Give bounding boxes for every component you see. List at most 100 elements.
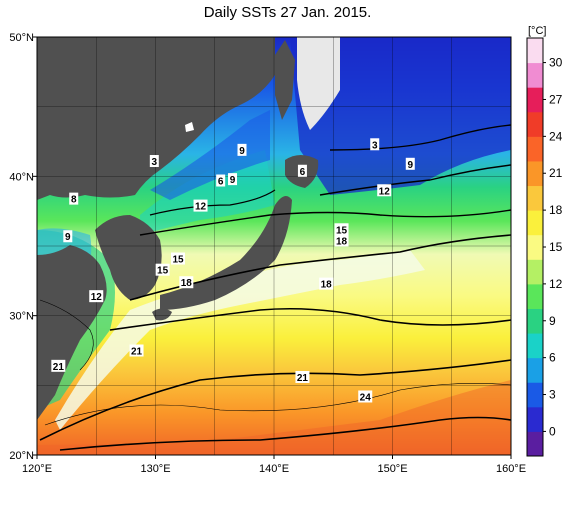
contour-label: 12 (193, 199, 208, 213)
colorbar-tick-label: 18 (549, 203, 563, 217)
contour-label: 21 (51, 359, 66, 373)
contour-label-bg (370, 138, 380, 151)
contour-label-text: 6 (300, 167, 306, 178)
colorbar-segment (527, 382, 543, 408)
contour-label: 15 (171, 252, 186, 266)
japan-sea-north (150, 110, 270, 200)
colorbar-tick-label: 15 (549, 240, 563, 254)
contour-label-bg (334, 223, 349, 236)
contour-label: 18 (319, 277, 334, 291)
contour-label-bg (216, 174, 226, 187)
contour-label-text: 18 (336, 236, 348, 247)
contour-3 (329, 124, 511, 151)
contour-label-text: 3 (372, 140, 378, 151)
contour-label-bg (69, 192, 79, 205)
contour-label-bg (155, 263, 170, 276)
contour-label-text: 15 (172, 255, 184, 266)
contour-label-bg (405, 157, 415, 170)
contour-label: 21 (295, 370, 310, 384)
contour-18 (109, 307, 511, 331)
colorbar-unit: [°C] (528, 25, 546, 37)
colorbar-segment (527, 234, 543, 260)
colorbar-segment (527, 308, 543, 334)
contour-label-text: 15 (336, 225, 348, 236)
china-coast (37, 245, 107, 420)
axis-labels: 120°E 130°E 140°E 150°E 160°E 50°N 40°N 30°N 20°… (9, 32, 526, 475)
sakhalin (275, 40, 295, 120)
contour-label-bg (228, 173, 238, 186)
contour-label: 3 (149, 155, 159, 168)
contour-label-bg (51, 359, 66, 372)
contour-thin-1 (44, 383, 511, 426)
contour-label-text: 15 (157, 266, 169, 277)
colorbar-tick-label: 21 (549, 166, 563, 180)
contour-label-bg (193, 199, 208, 212)
contour-label: 15 (334, 223, 349, 236)
colorbar-segment (527, 431, 543, 457)
contour-label: 9 (228, 173, 238, 186)
contour-label: 18 (334, 234, 349, 247)
contour-label-text: 24 (360, 392, 372, 403)
colorbar-segment (527, 259, 543, 285)
colorbar-segment (527, 87, 543, 113)
colorbar-segment (527, 160, 543, 187)
contour-label-text: 9 (407, 160, 413, 171)
contour-label-bg (149, 155, 159, 168)
contour-label: 18 (179, 276, 194, 289)
honshu (160, 196, 292, 310)
lon-tick-label: 140°E (259, 463, 289, 475)
colorbar-segment (527, 333, 543, 359)
contour-24 (59, 416, 511, 451)
contour-label: 21 (129, 344, 144, 358)
contour-15 (129, 234, 511, 301)
colorbar-segment (527, 62, 543, 88)
contour-6 (319, 164, 511, 196)
colorbar-tick-label: 12 (549, 277, 563, 291)
colorbar-tick-label: 9 (549, 314, 556, 328)
contour-label-text: 12 (91, 292, 103, 303)
contour-label-text: 18 (181, 278, 193, 289)
contour-label-text: 21 (131, 347, 143, 358)
lon-tick-label: 160°E (496, 463, 526, 475)
contour-label-text: 6 (218, 177, 224, 188)
contour-label-bg (237, 143, 247, 156)
colorbar-segment (527, 38, 543, 64)
colorbar-tick-label: 6 (549, 351, 556, 365)
contour-label-text: 18 (321, 280, 333, 291)
colorbar-segment (527, 357, 543, 383)
contour-label: 6 (216, 174, 226, 188)
contour-label-text: 9 (239, 146, 245, 157)
contour-9 (149, 189, 276, 216)
colorbar-segment (527, 283, 543, 309)
contour-label-text: 9 (65, 232, 71, 243)
contour-label-text: 9 (230, 175, 236, 186)
contour-thin-2 (39, 299, 94, 371)
contour-label-text: 12 (379, 186, 391, 197)
colorbar-segment (527, 136, 543, 162)
colorbar-segment (527, 210, 543, 236)
contour-label-text: 3 (152, 157, 158, 168)
contour-label: 6 (297, 164, 307, 178)
contour-label: 3 (370, 138, 380, 151)
contour-label: 9 (237, 143, 247, 157)
contour-label: 12 (377, 184, 392, 197)
asia-continent (37, 37, 275, 200)
colorbar-segment (527, 185, 543, 211)
contour-12 (139, 209, 511, 236)
contour-label-bg (171, 252, 186, 265)
contour-label: 15 (155, 263, 170, 277)
contour-label-bg (297, 164, 307, 177)
contour-label-bg (295, 370, 310, 383)
contour-label-text: 21 (53, 362, 65, 373)
colorbar-tick-label: 3 (549, 388, 556, 402)
lon-tick-label: 150°E (377, 463, 407, 475)
lat-tick-label: 30°N (9, 311, 34, 323)
contour-label-text: 8 (71, 195, 77, 206)
kyushu (152, 308, 172, 321)
korean-peninsula (95, 215, 162, 300)
contour-label-bg (334, 234, 349, 247)
okhotsk-sea (290, 37, 511, 195)
